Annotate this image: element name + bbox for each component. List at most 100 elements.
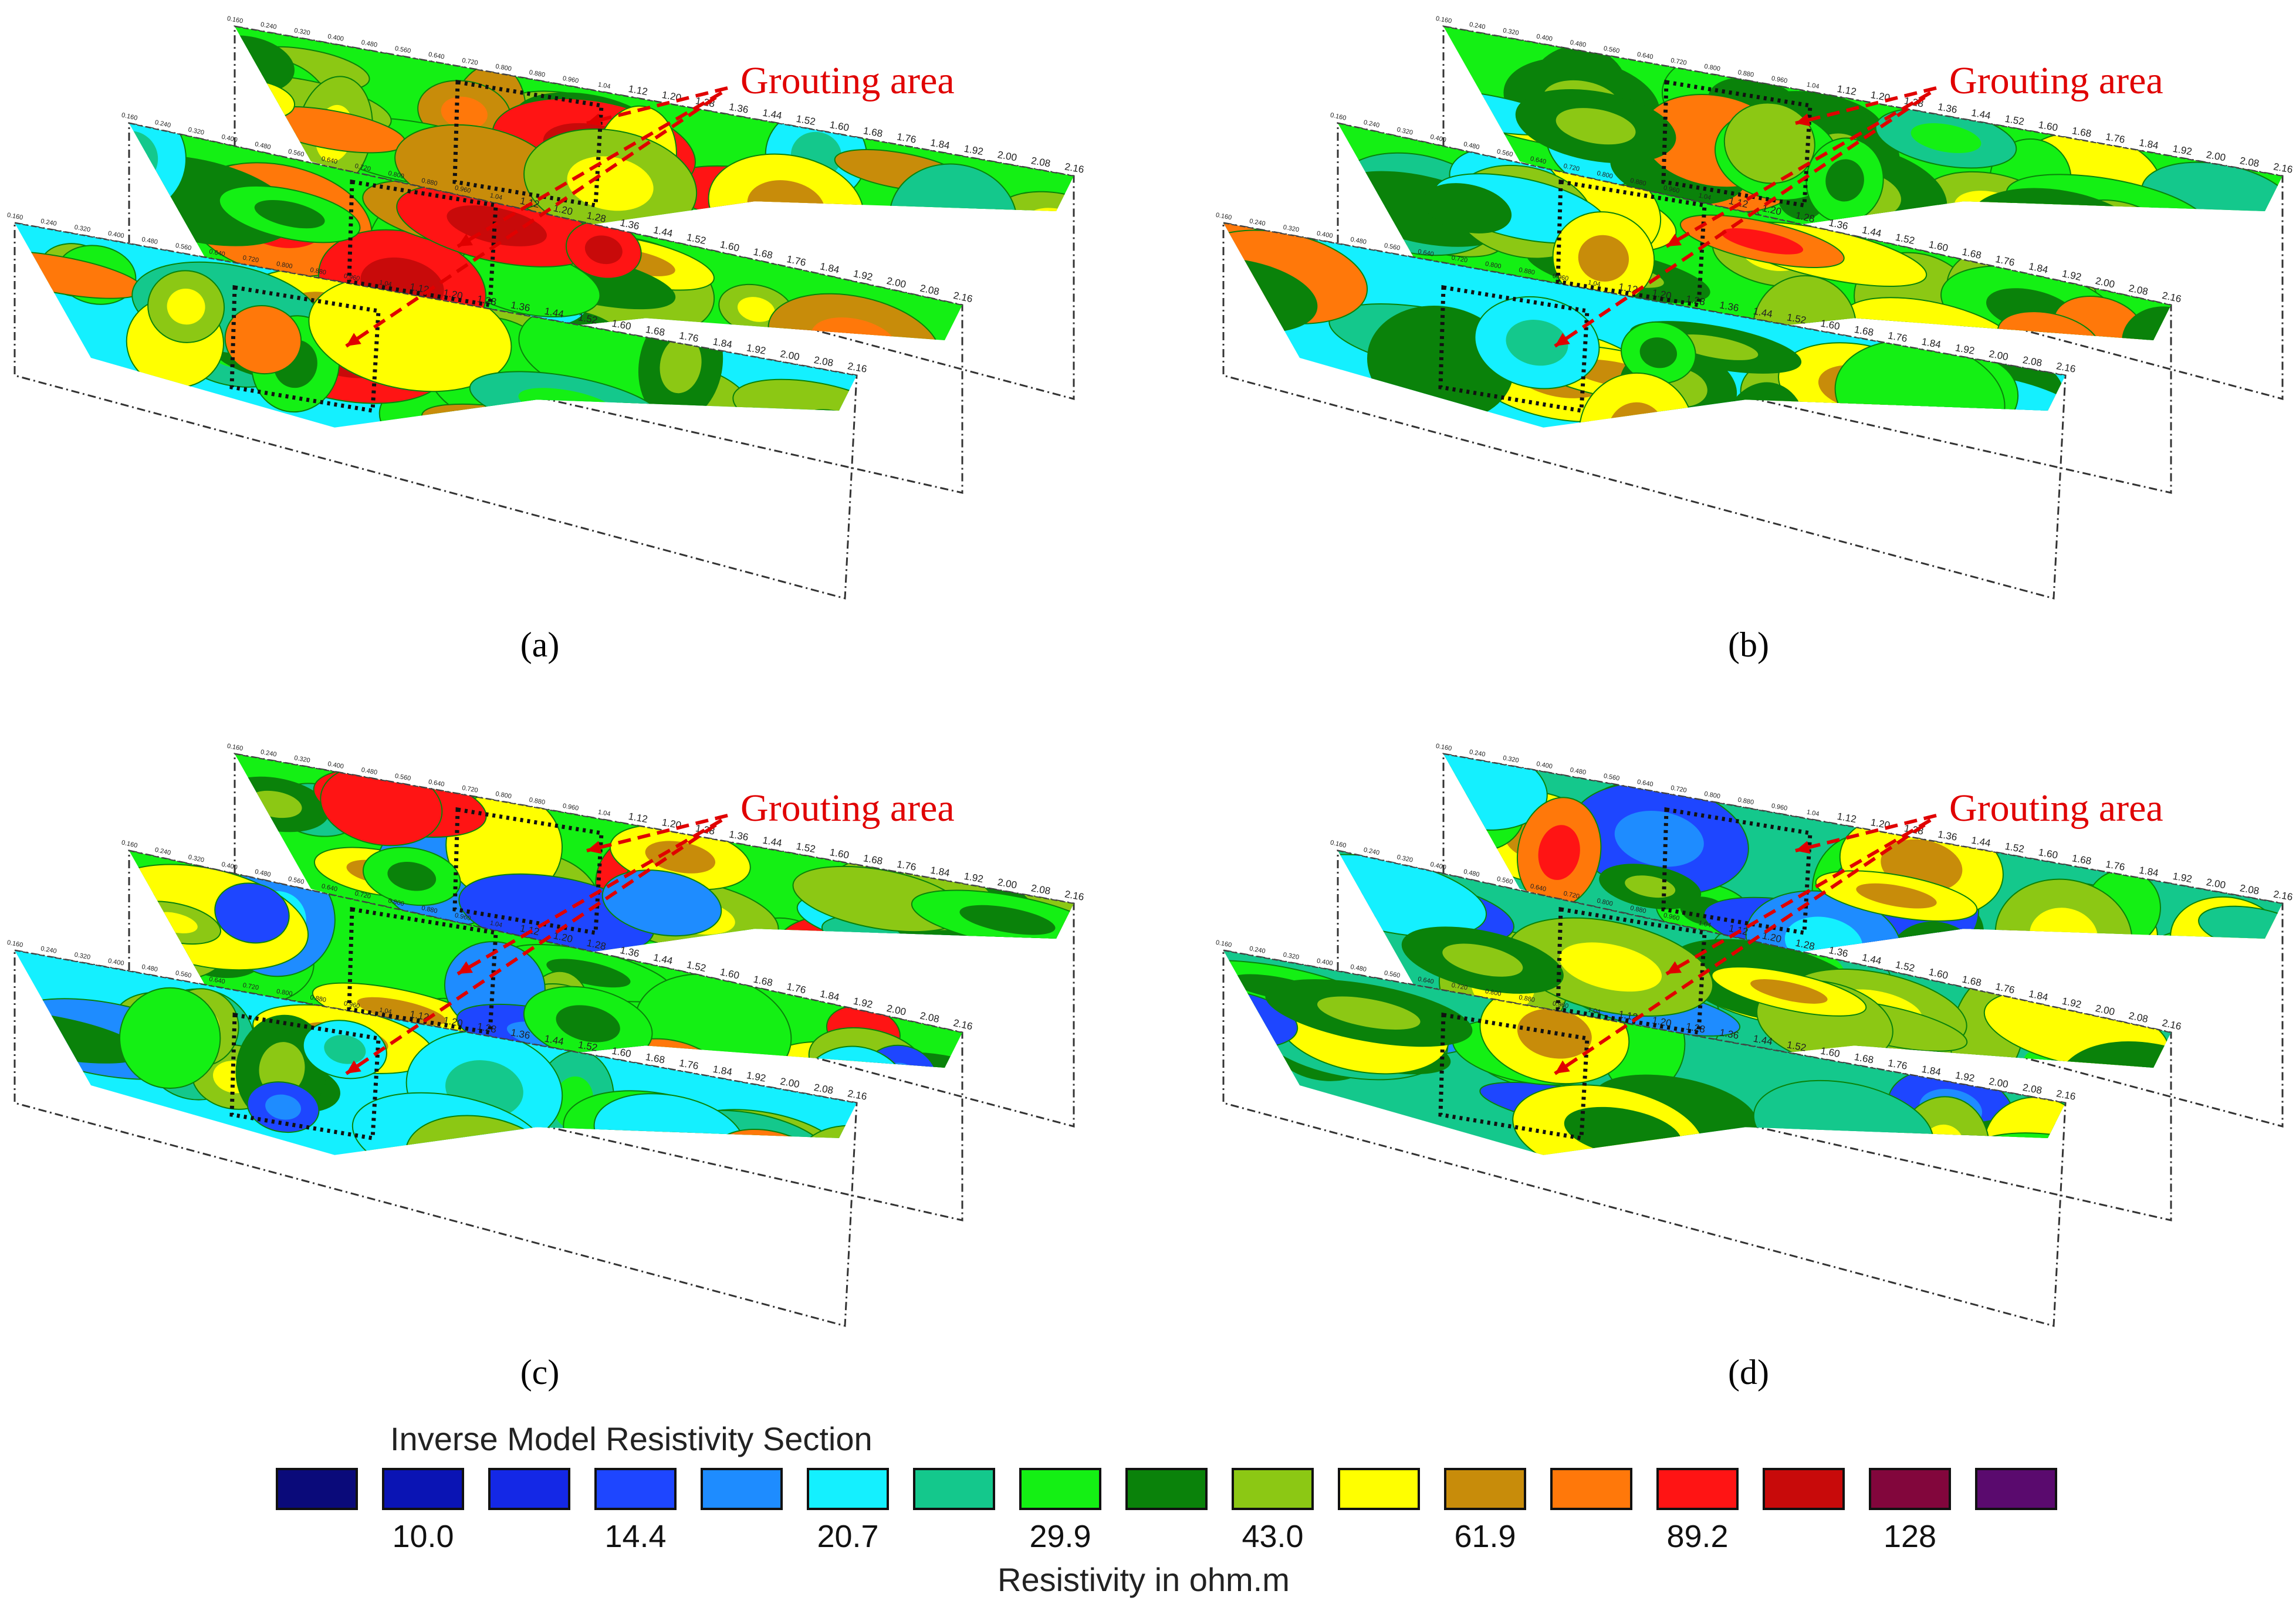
profile-tick-label: 0.800 [495, 63, 512, 73]
section-axis [234, 26, 1074, 177]
legend-swatch [1656, 1468, 1739, 1510]
profile-tick-label: 1.04 [1806, 81, 1820, 90]
profile-tick-label: 0.640 [1417, 976, 1434, 986]
profile-tick-label: 0.400 [221, 133, 238, 144]
profile-tick-label: 1.52 [686, 959, 707, 974]
profile-tick-label: 1.44 [652, 952, 674, 967]
legend-tick-label: 128 [1883, 1519, 1937, 1554]
profile-tick-label: 0.640 [1417, 248, 1434, 258]
profile-tick-label: 2.08 [919, 1010, 940, 1025]
profile-tick-label: 1.60 [1928, 966, 1949, 982]
profile-tick-label: 0.640 [208, 248, 225, 258]
profile-tick-label: 0.640 [1636, 779, 1653, 788]
arrow-head [1795, 841, 1811, 854]
profile-tick-label: 1.52 [2004, 113, 2025, 128]
profile-tick-label: 0.800 [1596, 897, 1613, 908]
profile-tick-label: 0.800 [387, 897, 404, 908]
arrow-head [346, 333, 361, 346]
profile-tick-label: 1.68 [1854, 324, 1875, 339]
arrow-head [1795, 113, 1811, 127]
legend-swatch [1125, 1468, 1208, 1510]
profile-tick-label: 1.36 [1828, 945, 1849, 960]
profile-tick-label: 0.400 [1536, 33, 1553, 43]
legend: Inverse Model Resistivity Section 10.0 14… [276, 1420, 2057, 1607]
profile-tick-label: 1.04 [1806, 808, 1820, 818]
profile-tick-label: 2.16 [1064, 888, 1085, 903]
profile-tick-label: 0.720 [1563, 890, 1580, 901]
panel-plot: 0.160 0.240 0.320 0.400 0.480 0.560 0.640 0.720… [1215, 15, 2294, 600]
profile-tick-label: 0.480 [141, 963, 158, 973]
profile-tick-label: 0.320 [1502, 27, 1519, 37]
panel-c: 0.160 0.240 0.320 0.400 0.480 0.560 0.640 0.720… [0, 727, 1148, 1449]
profile-tick-label: 1.84 [929, 137, 951, 152]
profile-tick-label: 1.04 [1698, 919, 1712, 929]
arrow-head [1666, 233, 1682, 246]
profile-tick-label: 0.160 [1215, 939, 1232, 949]
profile-tick-label: 1.12 [1836, 83, 1857, 98]
profile-tick-label: 0.160 [1435, 15, 1452, 25]
profile-tick-label: 1.36 [728, 101, 749, 116]
profile-tick-label: 0.720 [1670, 57, 1687, 67]
profile-tick-label: 2.00 [997, 876, 1018, 891]
profile-tick-label: 0.480 [361, 767, 378, 777]
profile-tick-label: 1.76 [1994, 253, 2016, 269]
profile-tick-label: 1.04 [378, 1007, 392, 1016]
profile-tick-label: 0.800 [1485, 260, 1502, 270]
profile-tick-label: 0.720 [1670, 784, 1687, 794]
section-axis [1337, 123, 2172, 306]
profile-tick-label: 0.400 [1316, 230, 1333, 240]
profile-tick-label: 1.52 [1895, 232, 1916, 247]
profile-tick-label: 1.04 [597, 808, 611, 818]
profile-tick-label: 1.44 [1861, 952, 1882, 967]
profile-tick-label: 1.60 [829, 119, 850, 134]
legend-tick-label: 20.7 [817, 1519, 879, 1554]
profile-tick-label: 1.60 [719, 239, 740, 254]
profile-tick-label: 2.08 [1030, 155, 1051, 170]
profile-tick-label: 0.480 [1570, 39, 1587, 49]
profile-tick-label: 1.76 [786, 981, 807, 996]
profile-tick-label: 0.400 [1429, 133, 1446, 144]
section-axis [1337, 850, 2172, 1033]
profile-tick-label: 0.720 [1563, 163, 1580, 173]
panel-plot: 0.160 0.240 0.320 0.400 0.480 0.560 0.640 0.720… [6, 15, 1085, 600]
profile-tick-label: 1.76 [678, 330, 699, 344]
panel-d: 0.160 0.240 0.320 0.400 0.480 0.560 0.640 0.720… [1209, 727, 2296, 1449]
grouting-arrow [345, 96, 717, 348]
legend-swatch [594, 1468, 677, 1510]
profile-tick-label: 0.640 [428, 779, 445, 788]
profile-tick-label: 1.92 [2061, 996, 2082, 1011]
profile-tick-label: 1.04 [1587, 279, 1601, 289]
profile-tick-label: 2.16 [2273, 888, 2294, 903]
profile-tick-label: 0.480 [1463, 141, 1480, 151]
profile-tick-label: 1.92 [2061, 268, 2082, 283]
profile-tick-label: 0.240 [260, 749, 277, 759]
profile-tick-label: 0.160 [6, 939, 23, 949]
profile-tick-label: 0.720 [461, 57, 478, 67]
profile-tick-label: 1.36 [1937, 101, 1958, 116]
profile-tick-label: 1.92 [853, 268, 874, 283]
profile-tick-label: 0.800 [276, 988, 293, 998]
profile-tick-label: 0.240 [1363, 119, 1380, 130]
profile-tick-label: 0.240 [1249, 218, 1266, 228]
profile-tick-label: 0.880 [1629, 905, 1646, 915]
section-axis [14, 950, 857, 1104]
profile-tick-label: 2.16 [847, 1088, 868, 1102]
legend-tick-label: 89.2 [1666, 1519, 1729, 1554]
profile-tick-label: 0.400 [1536, 760, 1553, 770]
profile-tick-label: 1.68 [863, 852, 884, 867]
profile-tick-label: 0.880 [529, 69, 546, 79]
profile-tick-label: 2.00 [2206, 149, 2227, 164]
profile-tick-label: 0.320 [188, 854, 205, 864]
legend-swatch [807, 1468, 889, 1510]
panel-label: (d) [1728, 1353, 1769, 1392]
profile-tick-label: 0.720 [354, 890, 371, 901]
profile-tick-label: 2.00 [1988, 348, 2009, 363]
profile-tick-label: 0.320 [1283, 224, 1300, 233]
profile-tick-label: 1.52 [1895, 959, 1916, 974]
profile-tick-label: 0.560 [1384, 242, 1401, 252]
profile-tick-label: 2.08 [1030, 882, 1051, 897]
panel-plot: 0.160 0.240 0.320 0.400 0.480 0.560 0.640 0.720… [1215, 743, 2294, 1327]
section-axis [1223, 222, 2066, 376]
arrow-head [587, 841, 602, 854]
profile-tick-label: 0.800 [1596, 170, 1613, 180]
